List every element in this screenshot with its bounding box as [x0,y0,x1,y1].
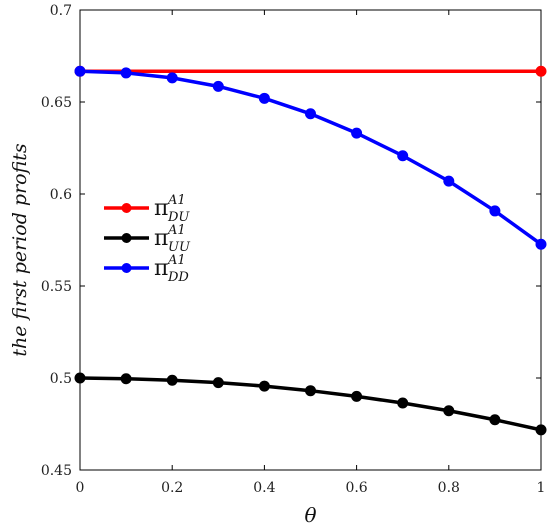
x-tick-label: 0.6 [345,480,367,496]
data-point-uu [489,414,501,426]
series-line-dd [79,69,543,246]
legend-swatch-marker [121,263,132,273]
plot-frame [79,9,542,471]
data-point-du [535,65,547,77]
legend-swatch-marker [121,203,132,213]
x-tick-label: 0 [76,480,85,496]
data-point-dd [212,80,224,92]
legend-item: π A1 DU [104,193,190,225]
data-point-uu [166,374,178,386]
data-point-dd [258,92,270,104]
data-point-dd [443,175,455,187]
legend-label: π [154,256,168,281]
legend-label-sub: DU [167,210,190,225]
legend-item: π A1 DD [104,253,189,285]
legend-label-sub: DD [167,270,189,285]
data-point-uu [443,405,455,417]
data-point-uu [397,397,409,409]
x-axis-title: θ [304,503,316,527]
data-point-uu [535,424,547,436]
data-point-uu [305,385,316,397]
data-point-uu [120,373,132,385]
data-point-dd [120,67,132,79]
y-tick-label: 0.65 [41,95,72,111]
legend-label-sub: UU [168,240,191,255]
data-point-dd [535,238,547,250]
y-tick-label: 0.55 [41,279,72,295]
legend-label: π [154,196,168,221]
legend-item: π A1 UU [104,223,191,255]
legend-label-sup: A1 [167,193,186,208]
legend-label-sup: A1 [167,253,186,268]
data-point-dd [489,205,501,217]
data-point-uu [74,372,86,384]
x-tick-label: 1 [537,480,546,496]
data-point-dd [74,65,86,77]
data-point-dd [166,72,178,84]
data-point-dd [397,150,409,162]
y-tick-label: 0.7 [50,3,72,19]
x-tick-label: 0.4 [253,480,275,496]
data-point-dd [351,127,363,139]
x-tick-label: 0.8 [438,480,460,496]
y-axis-title-group: the first period profits [9,143,31,357]
y-axis-title: the first period profits [9,143,31,357]
y-tick-label: 0.6 [50,187,72,203]
legend-label-sup: A1 [167,223,186,238]
data-point-uu [212,377,224,389]
y-tick-label: 0.5 [50,371,72,387]
legend-swatch-marker [121,233,132,243]
plot-layer: 0 0.2 0.4 0.6 0.8 1 0.45 0.5 0.55 0.6 0.65 0.7 [41,3,547,496]
data-point-uu [258,380,270,392]
legend-label: π [154,226,168,251]
y-tick-label: 0.45 [41,463,72,479]
x-tick-label: 0.2 [161,480,183,496]
data-point-uu [351,390,363,402]
data-point-dd [305,108,316,120]
